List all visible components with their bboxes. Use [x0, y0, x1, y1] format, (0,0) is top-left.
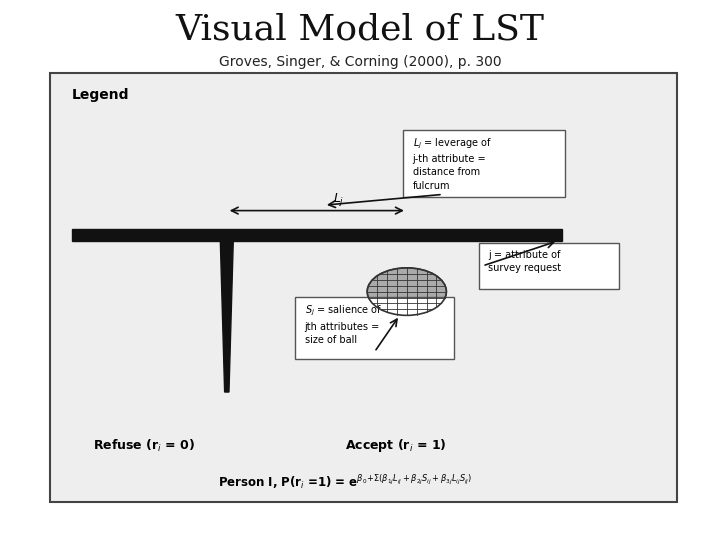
FancyBboxPatch shape — [479, 243, 619, 289]
FancyBboxPatch shape — [50, 73, 677, 502]
Text: $L_j$ = leverage of
j-th attribute =
distance from
fulcrum: $L_j$ = leverage of j-th attribute = dis… — [413, 137, 492, 191]
FancyBboxPatch shape — [295, 297, 454, 359]
Text: Refuse (r$_i$ = 0): Refuse (r$_i$ = 0) — [93, 437, 195, 454]
Text: Groves, Singer, & Corning (2000), p. 300: Groves, Singer, & Corning (2000), p. 300 — [219, 55, 501, 69]
Text: Person I, P(r$_i$ =1) = e$^{\beta_0}$$^{+ \Sigma(\beta_{1j}L_{ij}+ \beta_{2j}S_{: Person I, P(r$_i$ =1) = e$^{\beta_0}$$^{… — [218, 473, 473, 491]
Ellipse shape — [367, 268, 446, 315]
Text: $S_j$ = salience of
jth attributes =
size of ball: $S_j$ = salience of jth attributes = siz… — [305, 304, 382, 345]
Bar — [72, 229, 562, 241]
Text: Accept (r$_i$ = 1): Accept (r$_i$ = 1) — [345, 437, 447, 454]
Text: Legend: Legend — [72, 87, 130, 102]
Text: j = attribute of
survey request: j = attribute of survey request — [488, 250, 562, 273]
Text: $L_j$: $L_j$ — [333, 191, 344, 208]
FancyBboxPatch shape — [403, 130, 565, 197]
Text: Visual Model of LST: Visual Model of LST — [176, 13, 544, 46]
Polygon shape — [220, 241, 233, 392]
